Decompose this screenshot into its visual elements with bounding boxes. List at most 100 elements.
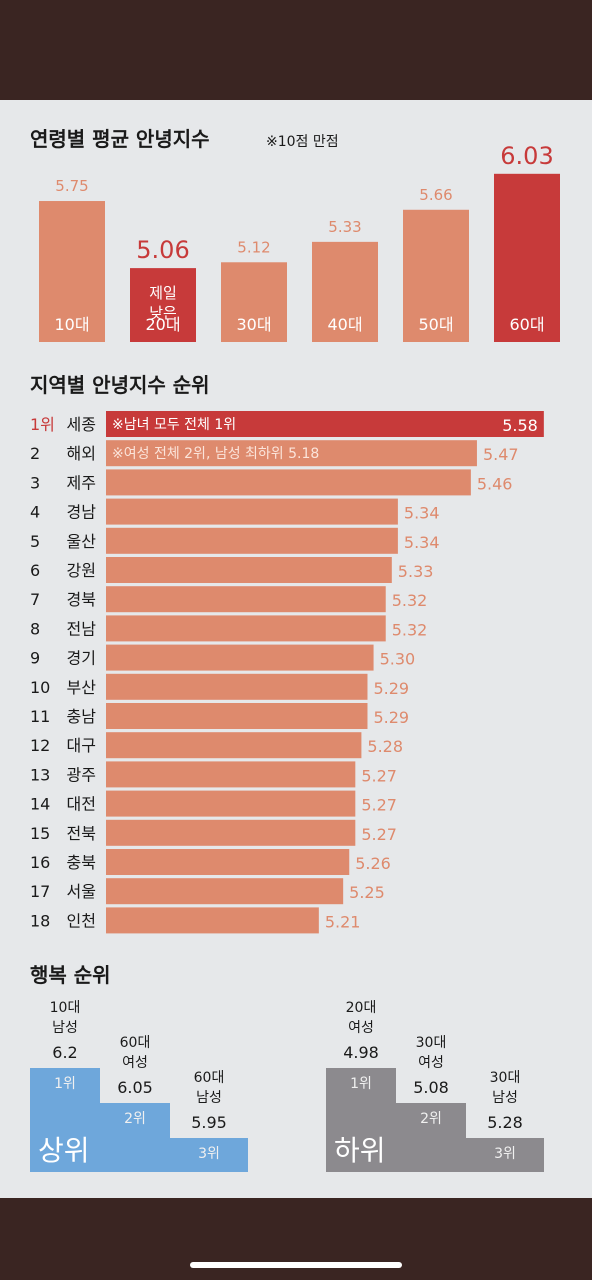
podium-value: 4.98 xyxy=(343,1043,379,1062)
region-bar xyxy=(106,411,544,437)
age-bar-category: 40대 xyxy=(327,315,362,334)
region-rank: 18 xyxy=(30,911,50,930)
podium-shape xyxy=(30,1068,248,1172)
region-name: 광주 xyxy=(67,765,96,784)
age-bar-value: 5.06 xyxy=(136,236,189,264)
podiums: 1위10대남성6.22위60대여성6.053위60대남성5.95상위1위20대여… xyxy=(30,1000,544,1172)
podium-group-age: 10대 xyxy=(50,1000,81,1016)
region-bar xyxy=(106,907,319,934)
region-bars: 1위 세종 5.58 ※남녀 모두 전체 1위 2 해외 5.47 ※여성 전체 2위, 남성… xyxy=(30,411,544,934)
region-chart-title: 지역별 안녕지수 순위 xyxy=(30,373,210,397)
age-bar-category: 30대 xyxy=(236,315,271,334)
region-value: 5.34 xyxy=(404,533,440,552)
age-bar-value: 6.03 xyxy=(500,142,553,170)
region-value: 5.34 xyxy=(404,504,440,523)
region-value: 5.32 xyxy=(392,591,428,610)
podium-label: 하위 xyxy=(334,1134,386,1167)
region-name: 울산 xyxy=(67,532,97,551)
age-bar-value: 5.66 xyxy=(419,186,452,204)
podium-rank: 3위 xyxy=(198,1146,220,1162)
age-bar xyxy=(494,173,560,342)
age-bar xyxy=(221,262,287,342)
region-bar xyxy=(106,703,368,729)
podium-rank: 1위 xyxy=(350,1076,372,1092)
region-bar xyxy=(106,761,356,788)
region-rank: 15 xyxy=(30,824,50,843)
age-bar xyxy=(312,241,378,342)
region-name: 강원 xyxy=(67,561,96,580)
podium-group-sex: 여성 xyxy=(418,1055,444,1071)
region-bar xyxy=(106,732,362,759)
region-bar xyxy=(106,644,374,671)
region-annotation: ※남녀 모두 전체 1위 xyxy=(112,417,236,433)
age-bar-category: 50대 xyxy=(418,315,453,334)
happiness-title: 행복 순위 xyxy=(30,963,111,987)
region-value: 5.27 xyxy=(361,766,397,785)
region-name: 경기 xyxy=(67,649,96,668)
region-name: 충남 xyxy=(67,707,97,726)
age-bar-category: 60대 xyxy=(509,315,544,334)
region-rank: 5 xyxy=(30,532,40,551)
region-rank: 13 xyxy=(30,765,50,784)
podium-group-age: 30대 xyxy=(490,1070,521,1086)
region-bar xyxy=(106,878,344,905)
region-rank: 10 xyxy=(30,678,50,697)
region-value: 5.32 xyxy=(392,620,428,639)
region-value: 5.25 xyxy=(349,883,385,902)
region-bar xyxy=(106,527,398,554)
podium-group-sex: 여성 xyxy=(348,1020,374,1036)
region-name: 부산 xyxy=(67,678,97,697)
podium-rank: 3위 xyxy=(494,1146,516,1162)
podium-rank: 2위 xyxy=(420,1111,442,1127)
podium-group-sex: 남성 xyxy=(492,1090,518,1106)
region-value: 5.33 xyxy=(398,562,434,581)
region-value: 5.21 xyxy=(325,912,361,931)
age-bar-value: 5.12 xyxy=(237,238,270,256)
age-chart-title: 연령별 평균 안녕지수 xyxy=(30,127,210,151)
podium-value: 5.08 xyxy=(413,1078,449,1097)
region-name: 인천 xyxy=(67,911,96,930)
region-rank: 16 xyxy=(30,853,50,872)
region-bar xyxy=(106,498,398,525)
region-name: 경북 xyxy=(67,590,96,609)
region-name: 전북 xyxy=(67,824,96,843)
podium-group-sex: 남성 xyxy=(52,1020,78,1036)
region-bar xyxy=(106,469,471,496)
age-bar xyxy=(39,201,105,342)
region-rank: 12 xyxy=(30,736,50,755)
podium-group-age: 20대 xyxy=(346,1000,377,1016)
podium-group-age: 60대 xyxy=(194,1070,225,1086)
region-bar xyxy=(106,615,386,642)
region-value: 5.47 xyxy=(483,445,519,464)
region-name: 충북 xyxy=(67,853,96,872)
region-value: 5.26 xyxy=(355,854,391,873)
region-name: 경남 xyxy=(67,503,97,522)
region-rank: 3 xyxy=(30,473,40,492)
region-rank: 9 xyxy=(30,649,40,668)
region-rank: 7 xyxy=(30,590,40,609)
podium-group-sex: 여성 xyxy=(122,1055,148,1071)
top-frame xyxy=(0,0,592,100)
region-rank: 4 xyxy=(30,503,40,522)
region-value: 5.58 xyxy=(502,416,538,435)
region-value: 5.29 xyxy=(373,708,409,727)
podium-value: 6.2 xyxy=(52,1043,77,1062)
region-name: 전남 xyxy=(67,619,97,638)
region-bar xyxy=(106,586,386,613)
home-indicator[interactable] xyxy=(190,1262,402,1268)
region-bar xyxy=(106,557,392,583)
podium-group-sex: 남성 xyxy=(196,1090,222,1106)
region-value: 5.30 xyxy=(380,650,416,669)
region-annotation: ※여성 전체 2위, 남성 최하위 5.18 xyxy=(112,446,319,462)
podium-rank: 1위 xyxy=(54,1076,76,1092)
region-name: 대전 xyxy=(67,795,96,814)
region-rank: 2 xyxy=(30,444,40,463)
podium-group-age: 30대 xyxy=(416,1035,447,1051)
age-chart-subtitle: ※10점 만점 xyxy=(266,134,339,150)
region-rank: 17 xyxy=(30,882,50,901)
age-bar xyxy=(403,209,469,342)
age-bar-value: 5.33 xyxy=(328,218,361,236)
region-value: 5.27 xyxy=(361,796,397,815)
